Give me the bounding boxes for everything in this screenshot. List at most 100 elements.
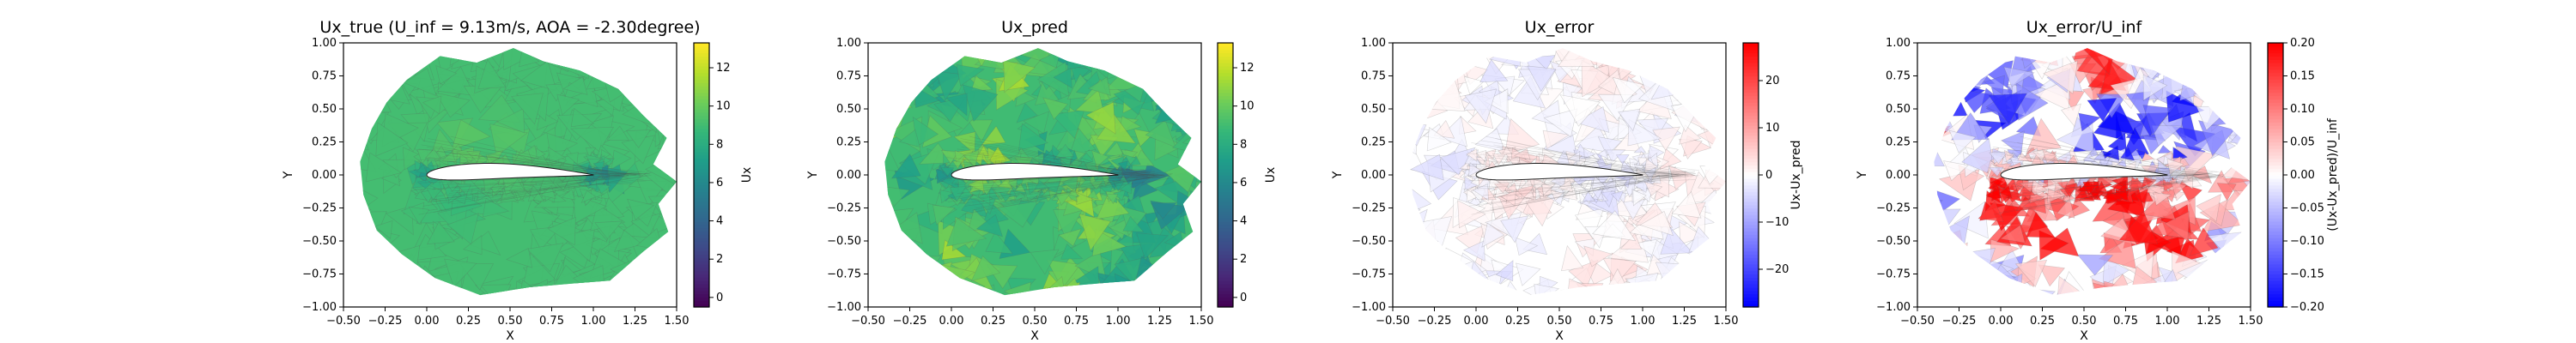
mesh-cell bbox=[466, 150, 481, 163]
mesh-cell bbox=[1934, 214, 1943, 251]
x-tick-label: 0.75 bbox=[1064, 315, 1089, 328]
x-tick-label: 0.25 bbox=[456, 315, 481, 328]
mesh-cell bbox=[1174, 83, 1201, 114]
mesh-cell bbox=[506, 248, 533, 268]
mesh-cell bbox=[1122, 215, 1145, 232]
mesh-cell bbox=[884, 48, 908, 61]
mesh-cell bbox=[360, 122, 372, 141]
mesh-cell bbox=[2209, 283, 2238, 296]
x-tick-label: −0.25 bbox=[893, 315, 927, 328]
mesh-cell bbox=[2105, 190, 2124, 204]
mesh-cell bbox=[1087, 76, 1111, 96]
mesh-cell bbox=[479, 284, 512, 296]
mesh-cell bbox=[2014, 260, 2048, 287]
x-tick-label: −0.50 bbox=[1376, 315, 1410, 328]
mesh-cell bbox=[435, 65, 458, 85]
mesh-cell bbox=[913, 266, 939, 286]
mesh-cell bbox=[989, 146, 1007, 161]
mesh-cell bbox=[884, 245, 904, 276]
mesh-cell bbox=[901, 251, 933, 278]
mesh-cell bbox=[556, 181, 568, 190]
mesh-cell bbox=[886, 254, 914, 276]
mesh-cell bbox=[898, 129, 920, 147]
x-tick-label: 1.50 bbox=[1714, 315, 1739, 328]
mesh-cell bbox=[956, 63, 985, 87]
mesh-cell bbox=[606, 125, 629, 141]
mesh-cell bbox=[1467, 162, 1480, 178]
mesh-cell bbox=[477, 58, 507, 89]
mesh-cell bbox=[981, 125, 1006, 146]
y-tick-label: −0.50 bbox=[302, 235, 337, 248]
mesh-cell bbox=[1667, 283, 1690, 296]
mesh-cell bbox=[1091, 150, 1109, 168]
mesh-cell bbox=[585, 147, 597, 158]
mesh-cell bbox=[1463, 75, 1485, 95]
mesh-cell bbox=[1054, 143, 1074, 159]
mesh-cell bbox=[1462, 240, 1485, 262]
y-tick-label: 0.25 bbox=[836, 136, 861, 149]
mesh-cell bbox=[1525, 196, 1557, 227]
mesh-cell bbox=[894, 49, 924, 81]
mesh-cell bbox=[408, 206, 430, 226]
mesh-cell bbox=[1542, 129, 1571, 149]
mesh-cell bbox=[1938, 258, 1962, 278]
mesh-cell bbox=[2166, 90, 2205, 123]
mesh-cell bbox=[1500, 215, 1529, 244]
mesh-cell bbox=[1112, 190, 1127, 202]
y-tick-label: −0.50 bbox=[1876, 235, 1911, 248]
mesh-cell bbox=[639, 275, 671, 296]
mesh-cell bbox=[1112, 180, 1125, 192]
mesh-cell bbox=[2209, 60, 2231, 78]
x-tick-label: −0.50 bbox=[851, 315, 885, 328]
mesh-cell bbox=[1014, 183, 1026, 193]
x-tick-label: −0.50 bbox=[1900, 315, 1935, 328]
mesh-cell bbox=[455, 184, 471, 196]
chart-panel-3: −0.50 −0.25 0.00 0.25 0.50 0.75 1.00 1.25 1.50 −1… bbox=[1331, 18, 1803, 343]
mesh-cell bbox=[565, 152, 579, 165]
colorbar-tick-label: −0.10 bbox=[2290, 235, 2324, 248]
mesh-cell bbox=[1003, 59, 1036, 93]
mesh-cell bbox=[2182, 279, 2217, 296]
mesh-cell bbox=[1117, 160, 1128, 172]
colorbar-tick-label: 20 bbox=[1765, 75, 1780, 87]
mesh-cell bbox=[919, 271, 957, 296]
x-tick-label: 1.25 bbox=[623, 315, 647, 328]
mesh-cell bbox=[482, 197, 510, 218]
mesh-cell bbox=[1618, 108, 1641, 132]
y-tick-label: 1.00 bbox=[1886, 37, 1911, 50]
mesh-cell bbox=[1944, 65, 1971, 86]
mesh-cell bbox=[429, 178, 442, 190]
x-tick-label: 0.00 bbox=[415, 315, 440, 328]
mesh-cell bbox=[1413, 252, 1438, 277]
mesh-cell bbox=[1060, 244, 1084, 260]
mesh-cell bbox=[2120, 146, 2136, 161]
x-tick-label: 0.25 bbox=[2030, 315, 2055, 328]
y-tick-label: 0.50 bbox=[1361, 103, 1386, 116]
y-tick-label: 0.75 bbox=[836, 70, 861, 83]
x-tick-label: 1.25 bbox=[1147, 315, 1172, 328]
mesh-cell bbox=[1085, 101, 1116, 135]
mesh-cell bbox=[1937, 50, 1971, 75]
mesh-cell bbox=[570, 107, 595, 128]
mesh-cell bbox=[890, 153, 921, 179]
mesh-cell bbox=[1632, 189, 1647, 207]
mesh-cell bbox=[1409, 243, 1427, 279]
mesh-cell bbox=[1670, 268, 1712, 296]
mesh-cell bbox=[1934, 186, 1961, 217]
mesh-cell bbox=[2015, 116, 2042, 137]
mesh-cell bbox=[2020, 73, 2046, 96]
mesh-cell bbox=[403, 68, 437, 97]
y-tick-label: −1.00 bbox=[302, 301, 337, 314]
mesh-cell bbox=[360, 89, 392, 113]
colorbar-tick-label: −10 bbox=[1765, 216, 1789, 229]
mesh-cell bbox=[2115, 48, 2138, 66]
mesh-cell bbox=[1934, 207, 1939, 239]
mesh-cell bbox=[2061, 103, 2081, 128]
mesh-cell bbox=[556, 93, 580, 116]
mesh-cell bbox=[1581, 59, 1614, 98]
mesh-cell bbox=[1574, 208, 1605, 239]
mesh-cell bbox=[887, 262, 912, 277]
mesh-cell bbox=[2056, 121, 2094, 154]
mesh-cell bbox=[2026, 211, 2056, 238]
mesh-cell bbox=[1988, 93, 2028, 125]
